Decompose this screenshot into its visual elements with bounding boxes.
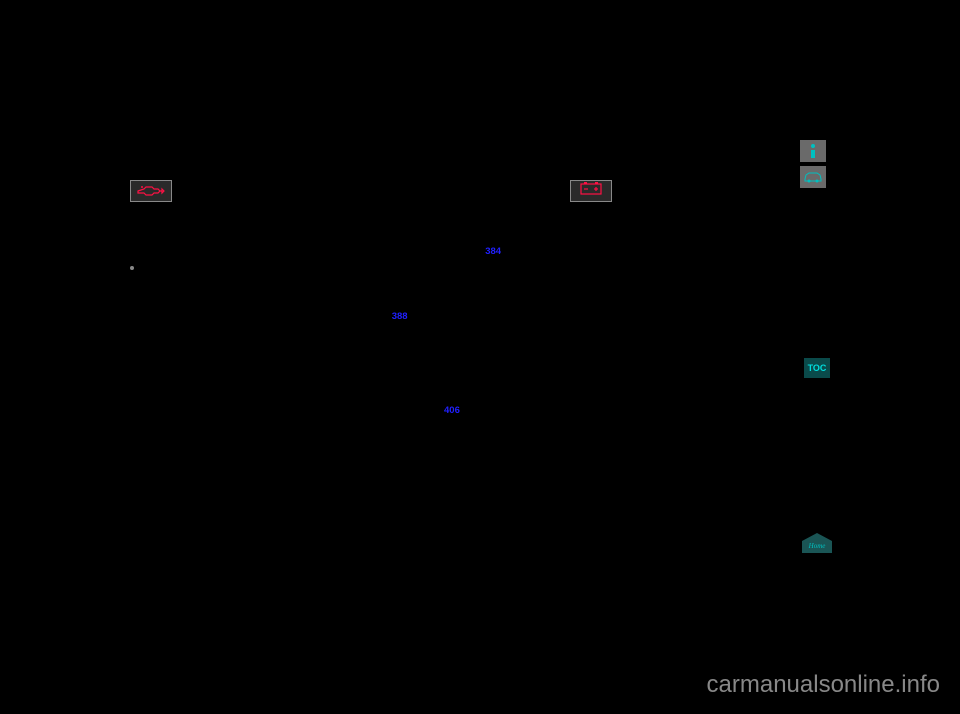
battery-icon xyxy=(570,180,612,202)
toc-button[interactable]: TOC xyxy=(804,358,830,378)
col1-bullet-intro: This indicator has two functions: xyxy=(130,263,330,277)
svg-text:Home: Home xyxy=(808,542,826,550)
column-2: It comes on as a reminder that you must … xyxy=(350,180,550,426)
oil-indicator-title: Low Oil Pressure Indicator xyxy=(178,185,305,198)
sidebar-nav xyxy=(800,140,830,188)
col1-subitem: It comes on when you turn the ignition s… xyxy=(130,285,330,371)
col3-para2: Immediately turn off all electrical acce… xyxy=(570,249,770,320)
col3-para1: If this indicator comes on when the engi… xyxy=(570,212,770,241)
col2-para2: If it stays on after the parking brake i… xyxy=(350,217,550,260)
info-button[interactable] xyxy=(800,140,826,162)
col3-para3: Go to a service station or garage where … xyxy=(570,328,770,357)
page-link-406[interactable]: 406 xyxy=(444,405,460,416)
column-3: Charging System Indicator If this indica… xyxy=(570,180,770,364)
col2-para3: If the indicator comes on while driving,… xyxy=(350,267,550,324)
page-title: Instrument Panel Indicators xyxy=(230,160,830,176)
bullet-icon xyxy=(130,266,134,270)
page-link-384[interactable]: 384 xyxy=(485,246,501,257)
col1-para1: The engine can be severely damaged if th… xyxy=(130,212,330,255)
car-button[interactable] xyxy=(800,166,826,188)
battery-indicator-heading: Charging System Indicator xyxy=(570,180,770,202)
battery-indicator-title: Charging System Indicator xyxy=(618,185,745,198)
oil-indicator-heading: Low Oil Pressure Indicator xyxy=(130,180,330,202)
col2-para1: It comes on as a reminder that you must … xyxy=(350,180,550,209)
col2-para4: This indicator comes on for a few second… xyxy=(350,332,550,418)
oil-pressure-icon xyxy=(130,180,172,202)
watermark: carmanualsonline.info xyxy=(707,671,940,699)
column-1: Low Oil Pressure Indicator The engine ca… xyxy=(130,180,330,379)
home-button[interactable]: Home xyxy=(800,533,834,555)
page-link-388[interactable]: 388 xyxy=(392,311,408,322)
